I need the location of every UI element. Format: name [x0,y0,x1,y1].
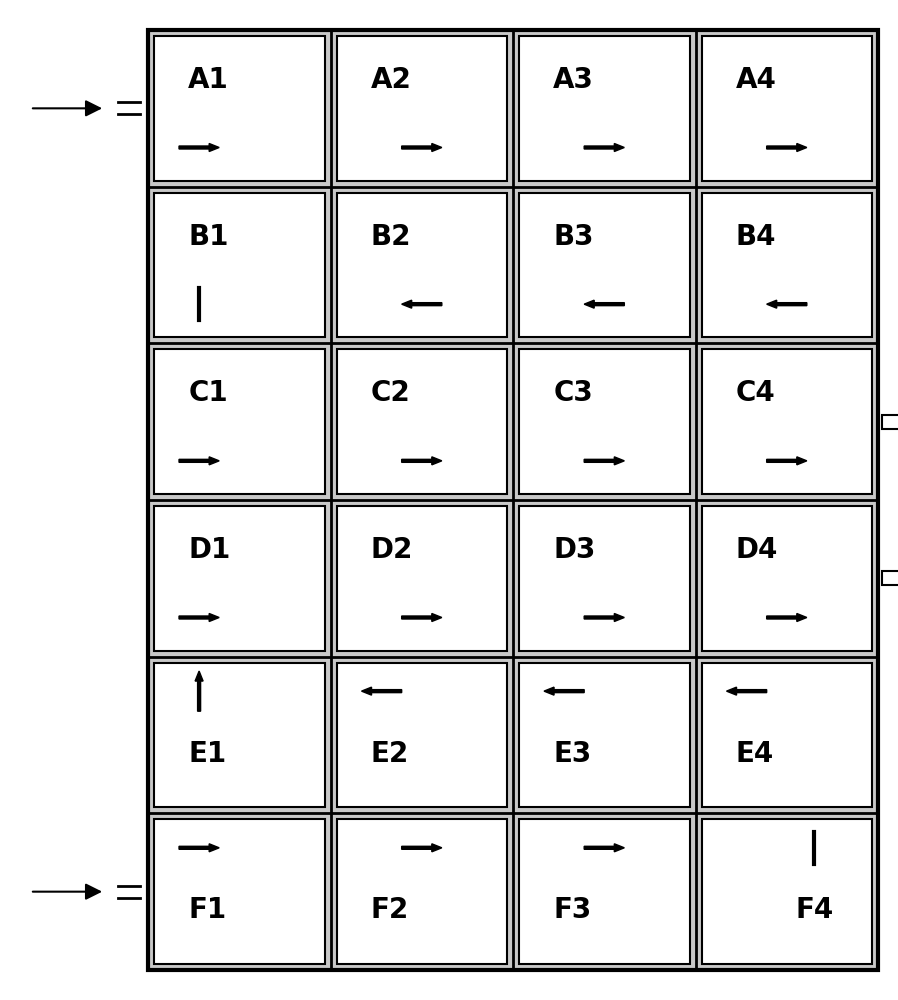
Text: E2: E2 [371,740,409,768]
Text: F3: F3 [553,896,592,924]
FancyArrow shape [401,457,442,465]
Bar [154,193,324,337]
Bar [337,193,507,337]
Bar [882,571,898,585]
Bar [701,663,872,807]
Bar [701,36,872,181]
Bar [337,349,507,494]
FancyArrow shape [179,457,219,465]
Bar [154,36,324,181]
Bar [154,663,324,807]
Bar [337,819,507,964]
Bar [519,506,690,651]
FancyArrow shape [179,143,219,151]
Text: D2: D2 [371,536,413,564]
FancyArrow shape [585,613,624,621]
Text: A4: A4 [735,66,777,94]
Text: A3: A3 [553,66,594,94]
FancyArrow shape [585,300,624,308]
Text: B1: B1 [189,223,228,251]
Bar [701,349,872,494]
FancyArrow shape [767,613,806,621]
Bar [701,819,872,964]
Bar [519,193,690,337]
FancyArrow shape [726,687,767,695]
Text: F2: F2 [371,896,409,924]
Text: B2: B2 [371,223,411,251]
Text: B3: B3 [553,223,594,251]
Bar [148,30,878,970]
Bar [701,193,872,337]
Bar [154,819,324,964]
FancyArrow shape [767,457,806,465]
Bar [154,349,324,494]
FancyArrow shape [401,300,442,308]
Text: E3: E3 [553,740,592,768]
FancyArrow shape [585,143,624,151]
Text: A1: A1 [189,66,229,94]
Bar [701,506,872,651]
Bar [337,663,507,807]
Bar [519,36,690,181]
Text: D4: D4 [735,536,778,564]
Bar [519,819,690,964]
Text: D3: D3 [553,536,595,564]
FancyArrow shape [585,844,624,852]
Bar [519,663,690,807]
Text: B4: B4 [735,223,776,251]
Bar [882,415,898,429]
FancyArrow shape [544,687,585,695]
FancyArrow shape [401,143,442,151]
FancyArrow shape [585,457,624,465]
Text: F4: F4 [796,896,834,924]
Text: C3: C3 [553,379,593,407]
Text: C1: C1 [189,379,228,407]
Text: D1: D1 [189,536,231,564]
Text: C4: C4 [735,379,775,407]
Text: E4: E4 [735,740,774,768]
FancyArrow shape [767,143,806,151]
FancyArrow shape [195,671,203,711]
FancyArrow shape [401,844,442,852]
Text: F1: F1 [189,896,226,924]
Text: E1: E1 [189,740,226,768]
Text: A2: A2 [371,66,411,94]
Bar [154,506,324,651]
Bar [337,36,507,181]
Bar [519,349,690,494]
FancyArrow shape [179,844,219,852]
FancyArrow shape [767,300,806,308]
FancyArrow shape [362,687,401,695]
Bar [337,506,507,651]
FancyArrow shape [401,613,442,621]
FancyArrow shape [179,613,219,621]
Text: C2: C2 [371,379,410,407]
